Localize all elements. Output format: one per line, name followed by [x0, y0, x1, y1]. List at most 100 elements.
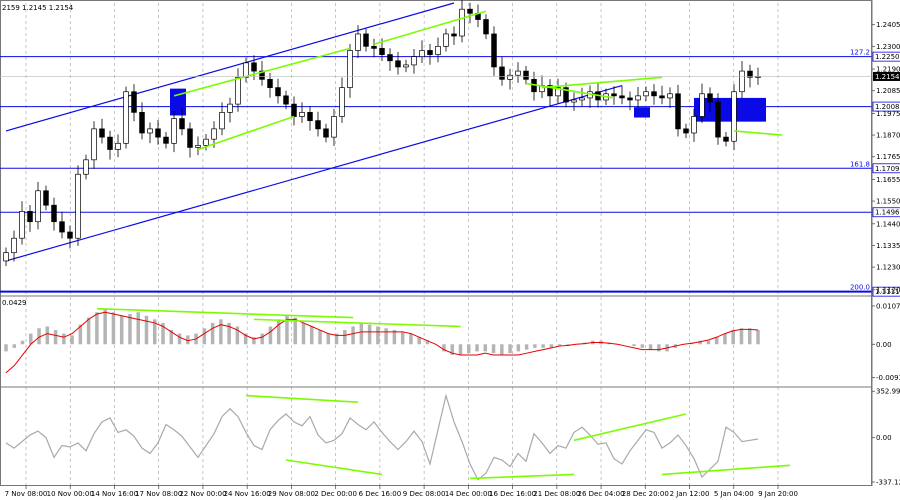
candle-body: [667, 93, 673, 99]
candle-body: [507, 74, 513, 80]
candle-body: [179, 118, 185, 130]
time-label: 9 Jan 20:00: [758, 490, 798, 498]
candle-body: [171, 118, 177, 144]
time-label: 24 Nov 16:00: [224, 490, 271, 498]
candle-body: [131, 91, 137, 113]
candle-body: [571, 99, 577, 103]
candle-body: [699, 93, 705, 117]
osc-divergence-line: [285, 459, 383, 476]
level-price-label: 1.2008: [875, 103, 900, 111]
candle-body: [435, 45, 441, 55]
candle-body: [675, 93, 681, 130]
candle-body: [275, 87, 281, 97]
candle-body: [99, 128, 105, 138]
candle-body: [19, 211, 25, 239]
candle-body: [251, 62, 257, 72]
candle-body: [299, 112, 305, 117]
candle-body: [59, 221, 65, 233]
candle-body: [115, 142, 121, 150]
candle-body: [395, 60, 401, 68]
candle-body: [355, 33, 361, 51]
current-price-tag: [873, 71, 900, 81]
price-tick-label: 1.1975: [876, 110, 900, 118]
macd-divergence-line: [253, 318, 461, 328]
candle-body: [83, 159, 89, 175]
time-label: 28 Dec 20:00: [622, 490, 669, 498]
level-price-label: 1.1111: [875, 288, 900, 296]
time-label: 7 Nov 08:00: [5, 490, 48, 498]
candle-body: [491, 33, 497, 68]
price-divergence-line: [733, 130, 783, 136]
candle-body: [683, 128, 689, 134]
price-tick-label: 1.2085: [876, 87, 900, 95]
time-label: 16 Dec 16:00: [489, 490, 536, 498]
candle-body: [387, 54, 393, 62]
candle-body: [267, 78, 273, 88]
candle-body: [91, 128, 97, 161]
candle-body: [235, 76, 241, 105]
oscillator-pane: [5, 393, 791, 481]
candle-body: [379, 48, 385, 55]
price-zone: [694, 97, 766, 122]
candle-body: [659, 95, 665, 99]
candle-body: [139, 112, 145, 134]
channel-line: [5, 84, 623, 262]
time-label: 14 Dec 00:00: [445, 490, 492, 498]
candle-body: [563, 87, 569, 103]
candle-body: [211, 128, 217, 140]
candle-body: [715, 101, 721, 138]
candle-body: [259, 70, 265, 80]
level-price-label: 1.2250: [875, 53, 900, 61]
candle-body: [723, 136, 729, 142]
fib-label: 200.0: [850, 284, 870, 292]
candle-body: [75, 173, 81, 239]
price-zone: [634, 107, 650, 118]
candle-body: [331, 116, 337, 138]
macd-tick-label: 0.00: [876, 341, 892, 349]
candle-body: [187, 128, 193, 148]
price-tick-label: 1.1550: [876, 198, 900, 206]
fib-label: 127.2: [850, 49, 870, 57]
candle-body: [51, 204, 57, 223]
time-label: 5 Jan 04:00: [714, 490, 754, 498]
price-divergence-line: [197, 115, 295, 151]
price-pane: 2159 1.2145 1.2154 127.2 1.2250 1.2008 161.8…: [0, 0, 900, 297]
candle-body: [3, 252, 9, 262]
candle-body: [403, 64, 409, 68]
candle-body: [27, 211, 33, 223]
candle-body: [203, 138, 209, 146]
candle-body: [459, 8, 465, 37]
candle-body: [147, 128, 153, 134]
price-divergence-line: [173, 47, 351, 97]
time-label: 14 Nov 16:00: [91, 490, 138, 498]
price-divergence-line: [373, 10, 487, 46]
price-tick-label: 1.2405: [876, 21, 900, 29]
macd-divergence-line: [96, 307, 354, 319]
candle-body: [747, 70, 753, 78]
level-price-tag: [872, 51, 900, 62]
candle-body: [291, 103, 297, 117]
time-label: 21 Dec 08:00: [533, 490, 580, 498]
candle-body: [515, 70, 521, 76]
fib-label: 161.8: [850, 160, 870, 168]
time-label: 22 Nov 00:00: [179, 490, 226, 498]
candle-body: [731, 91, 737, 142]
candle-body: [499, 66, 505, 80]
macd-tick-label: -0.00931: [876, 374, 900, 382]
level-price-tag: [872, 207, 900, 218]
price-tick-label: 1.1230: [876, 264, 900, 272]
candle-body: [107, 136, 113, 150]
osc-tick-label: 0.00: [876, 434, 892, 442]
osc-tick-label: -337.126: [876, 478, 900, 486]
candle-body: [11, 237, 17, 254]
candle-body: [195, 145, 201, 148]
candle-body: [419, 50, 425, 57]
candle-body: [35, 190, 41, 223]
osc-tick-label: 352.9968: [876, 388, 900, 396]
candle-body: [451, 33, 457, 37]
candle-body: [483, 19, 489, 35]
time-label: 29 Nov 08:00: [268, 490, 315, 498]
time-label: 6 Dec 16:00: [359, 490, 402, 498]
